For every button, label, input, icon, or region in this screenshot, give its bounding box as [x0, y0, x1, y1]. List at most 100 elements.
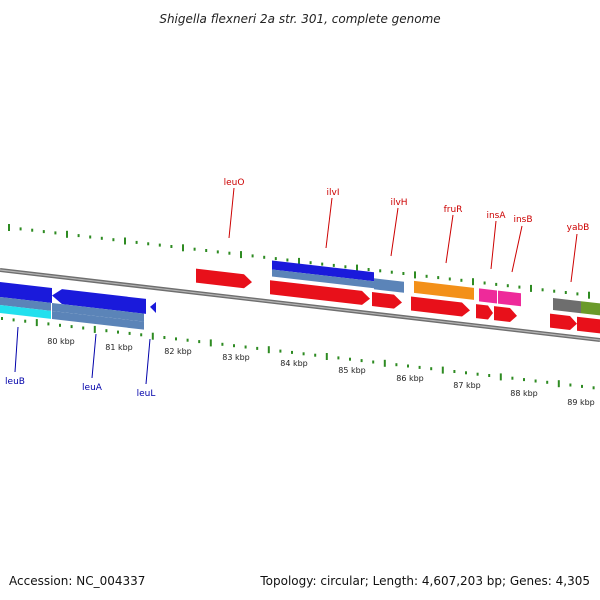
minor-tick	[564, 291, 567, 294]
gene-feature-fruR[interactable]	[411, 280, 474, 318]
gene-label-insA[interactable]: insA	[486, 211, 506, 221]
gene-label-yabB[interactable]: yabB	[567, 223, 590, 233]
gene-feature-leuL[interactable]	[150, 301, 156, 314]
minor-tick	[460, 278, 463, 282]
major-tick	[182, 244, 184, 252]
minor-tick	[553, 289, 556, 293]
minor-tick	[12, 318, 15, 322]
minor-tick	[523, 378, 525, 382]
accession-text: Accession: NC_004337	[9, 574, 145, 588]
minor-tick	[244, 345, 247, 349]
major-tick	[325, 353, 328, 360]
major-tick	[588, 291, 590, 299]
minor-tick	[430, 367, 433, 371]
minor-tick	[263, 255, 266, 259]
major-tick	[267, 346, 270, 354]
gene-label-ilvH[interactable]: ilvH	[390, 198, 407, 208]
minor-tick	[251, 254, 254, 258]
minor-tick	[70, 325, 73, 329]
minor-tick	[286, 258, 289, 262]
tick-label: 81 kbp	[105, 343, 133, 352]
minor-tick	[506, 284, 509, 288]
minor-tick	[59, 323, 61, 327]
minor-tick	[360, 359, 363, 363]
map-title: Shigella flexneri 2a str. 301, complete …	[159, 12, 440, 26]
gene-label-leuL[interactable]: leuL	[137, 389, 156, 399]
minor-tick	[205, 249, 208, 252]
minor-tick	[402, 272, 405, 275]
minor-tick	[128, 331, 131, 335]
minor-tick	[274, 257, 277, 261]
gene-feature-ilvH[interactable]	[372, 278, 404, 310]
major-tick	[441, 366, 444, 374]
scale-bottom-ticks	[1, 317, 595, 390]
gene-label-leuB[interactable]: leuB	[5, 377, 25, 387]
major-tick	[209, 339, 212, 347]
minor-tick	[344, 265, 347, 269]
minor-tick	[309, 261, 312, 265]
minor-tick	[321, 262, 324, 266]
minor-tick	[518, 285, 521, 289]
minor-tick	[193, 247, 196, 251]
minor-tick	[483, 281, 486, 285]
tick-label: 82 kbp	[164, 347, 192, 356]
minor-tick	[47, 322, 50, 326]
minor-tick	[233, 344, 235, 348]
major-tick	[93, 325, 96, 333]
gene-feature-leuO[interactable]	[196, 268, 252, 289]
gene-feature-leuB[interactable]	[0, 281, 52, 319]
minor-tick	[437, 276, 440, 280]
minor-tick	[511, 376, 514, 380]
minor-tick	[349, 357, 351, 361]
gene-label-insB[interactable]: insB	[513, 215, 532, 225]
gene-feature-insA[interactable]	[476, 288, 497, 320]
major-tick	[124, 237, 126, 245]
minor-tick	[488, 374, 491, 377]
tick-label: 88 kbp	[510, 389, 538, 398]
minor-tick	[425, 274, 428, 278]
major-tick	[298, 257, 300, 265]
minor-tick	[42, 230, 45, 234]
gene-feature-leuA[interactable]	[52, 288, 146, 330]
minor-tick	[31, 228, 34, 232]
gene-feature-yabB[interactable]	[550, 297, 600, 335]
minor-tick	[117, 330, 119, 334]
minor-tick	[367, 268, 370, 271]
minor-tick	[19, 227, 22, 231]
minor-tick	[135, 240, 138, 244]
major-tick	[35, 319, 38, 327]
tick-labels: 80 kbp 81 kbp 82 kbp 83 kbp 84 kbp 85 kb…	[47, 337, 595, 407]
minor-tick	[546, 380, 549, 384]
scale-top-ticks	[8, 224, 590, 299]
major-tick	[472, 278, 474, 286]
gene-label-ilvI[interactable]: ilvI	[327, 188, 340, 198]
minor-tick	[337, 356, 340, 360]
major-tick	[557, 380, 560, 388]
minor-tick	[175, 337, 177, 341]
minor-tick	[256, 346, 259, 350]
minor-tick	[395, 363, 398, 367]
minor-tick	[592, 386, 595, 390]
tick-label: 83 kbp	[222, 353, 250, 362]
genome-summary-text: Topology: circular; Length: 4,607,203 bp…	[259, 574, 590, 588]
gene-feature-insB[interactable]	[494, 290, 521, 323]
gene-feature-ilvI[interactable]	[270, 260, 374, 306]
minor-tick	[82, 326, 85, 330]
minor-tick	[379, 269, 382, 273]
minor-tick	[105, 329, 108, 333]
tick-label: 84 kbp	[280, 359, 308, 368]
gene-label-leuO[interactable]: leuO	[224, 178, 245, 188]
minor-tick	[302, 352, 305, 356]
minor-tick	[228, 251, 231, 255]
major-tick	[151, 332, 154, 340]
minor-tick	[77, 234, 80, 238]
gene-label-leuA[interactable]: leuA	[82, 383, 103, 393]
major-tick	[240, 251, 242, 259]
minor-tick	[453, 370, 456, 373]
minor-tick	[569, 383, 572, 387]
bottom-gene-labels: leuB leuA leuL	[5, 326, 156, 399]
gene-label-fruR[interactable]: fruR	[444, 205, 463, 215]
minor-tick	[1, 317, 3, 320]
minor-tick	[576, 292, 579, 296]
minor-tick	[407, 364, 409, 368]
